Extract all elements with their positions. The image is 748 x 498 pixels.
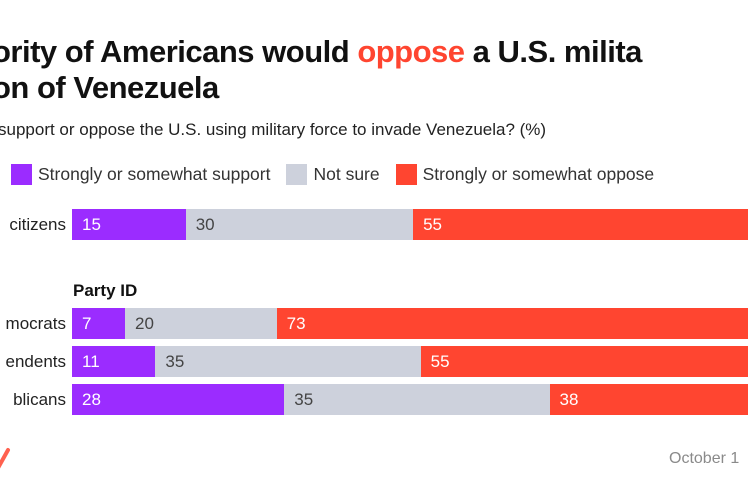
bar-segment-support: 7 xyxy=(72,308,126,339)
data-label: 7 xyxy=(82,313,92,333)
title-highlight: oppose xyxy=(357,34,465,69)
data-label: 35 xyxy=(294,389,314,409)
brand-logo-icon xyxy=(0,448,10,469)
legend-item-oppose: Strongly or somewhat oppose xyxy=(395,164,655,185)
bar-segment-support: 15 xyxy=(72,209,186,240)
title-text-after: a U.S. milita xyxy=(464,34,643,69)
data-label: 11 xyxy=(82,351,100,371)
stacked-bar: 28 35 38 xyxy=(72,384,748,415)
row-label: blicans xyxy=(13,390,66,409)
data-label: 35 xyxy=(165,351,185,371)
group-heading-party-id: Party ID xyxy=(73,281,138,300)
stacked-bar: 11 35 55 xyxy=(72,346,748,377)
row-label: endents xyxy=(5,352,67,371)
legend-swatch-support xyxy=(11,164,32,185)
data-label: 30 xyxy=(195,214,215,234)
data-label: 73 xyxy=(286,313,306,333)
bar-segment-not-sure: 35 xyxy=(284,384,550,415)
data-label: 15 xyxy=(82,214,101,234)
chart-subtitle: support or oppose the U.S. using militar… xyxy=(0,120,547,139)
bar-segment-not-sure: 20 xyxy=(125,308,277,339)
bar-segment-support: 28 xyxy=(72,384,285,415)
legend-swatch-oppose xyxy=(395,164,417,185)
footer-date: October 1 xyxy=(669,450,740,467)
legend-label-oppose: Strongly or somewhat oppose xyxy=(422,164,655,184)
legend-item-support: Strongly or somewhat support xyxy=(11,164,270,185)
bar-segment-oppose: 73 xyxy=(276,308,748,339)
bar-segment-support: 11 xyxy=(72,346,156,377)
stacked-bar: 7 20 73 xyxy=(72,308,748,339)
legend: Strongly or somewhat support Not sure St… xyxy=(11,164,670,185)
data-label: 38 xyxy=(559,389,579,409)
title-text-before: ority of Americans would xyxy=(0,34,358,69)
bar-segment-oppose: 55 xyxy=(420,346,748,377)
bar-segment-not-sure: 30 xyxy=(185,209,414,240)
data-label: 28 xyxy=(82,389,101,409)
data-label: 55 xyxy=(430,351,450,371)
legend-swatch-not-sure xyxy=(286,164,308,185)
row-label: citizens xyxy=(9,215,66,234)
legend-item-not-sure: Not sure xyxy=(286,164,380,185)
bar-segment-oppose: 38 xyxy=(549,384,748,415)
row-label: mocrats xyxy=(5,314,66,333)
bar-segment-oppose: 55 xyxy=(413,209,748,240)
data-label: 20 xyxy=(135,313,154,333)
legend-label-support: Strongly or somewhat support xyxy=(38,164,271,184)
data-label: 55 xyxy=(423,214,442,234)
legend-label-not-sure: Not sure xyxy=(313,164,380,184)
bar-segment-not-sure: 35 xyxy=(155,346,421,377)
stacked-bar: 15 30 55 xyxy=(72,209,748,240)
chart-title: ority of Americans would oppose a U.S. m… xyxy=(0,34,642,106)
title-line-2: on of Venezuela xyxy=(0,70,219,105)
